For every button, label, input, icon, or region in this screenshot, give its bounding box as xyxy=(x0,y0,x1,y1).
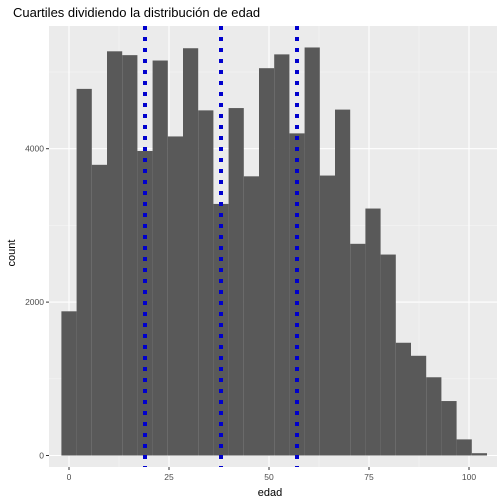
histogram-bar xyxy=(365,208,381,456)
x-tick-label: 0 xyxy=(67,472,72,482)
histogram-bar xyxy=(122,55,138,456)
y-tick-label: 2000 xyxy=(25,297,44,307)
histogram-bar xyxy=(152,60,168,456)
quartile-lines xyxy=(143,26,299,467)
histogram-bar xyxy=(167,136,183,456)
chart-title: Cuartiles dividiendo la distribución de … xyxy=(13,5,260,20)
histogram-bar xyxy=(76,88,92,456)
histogram-bar xyxy=(198,110,214,456)
y-axis-title: count xyxy=(6,240,18,267)
histogram-bar xyxy=(259,68,275,456)
histogram-bar xyxy=(183,48,199,456)
histogram-bars xyxy=(61,47,487,456)
histogram-bar xyxy=(319,175,335,456)
histogram-bar xyxy=(471,453,487,456)
histogram-bar xyxy=(395,342,411,456)
y-tick-label: 0 xyxy=(39,450,44,460)
histogram-bar xyxy=(441,401,457,456)
histogram-bar xyxy=(213,203,229,456)
histogram-bar xyxy=(228,108,244,456)
histogram-bar xyxy=(91,164,107,456)
histogram-bar xyxy=(274,54,290,456)
x-tick-label: 100 xyxy=(462,472,476,482)
histogram-bar xyxy=(243,176,259,456)
histogram-bar xyxy=(304,47,320,456)
histogram-bar xyxy=(380,254,396,456)
histogram-bar xyxy=(411,355,427,456)
histogram-bar xyxy=(107,51,123,456)
x-tick-label: 50 xyxy=(264,472,274,482)
x-tick-label: 25 xyxy=(164,472,174,482)
histogram-bar xyxy=(335,109,351,456)
histogram-bar xyxy=(426,377,442,456)
y-tick-label: 4000 xyxy=(25,144,44,154)
histogram-bar xyxy=(61,311,77,456)
x-tick-label: 75 xyxy=(364,472,374,482)
x-axis-title: edad xyxy=(258,487,282,499)
histogram-bar xyxy=(350,243,366,456)
histogram-bar xyxy=(456,439,472,456)
histogram-bar xyxy=(289,133,305,456)
axes: 0 25 50 75 100 0 2000 4000 xyxy=(25,144,476,482)
